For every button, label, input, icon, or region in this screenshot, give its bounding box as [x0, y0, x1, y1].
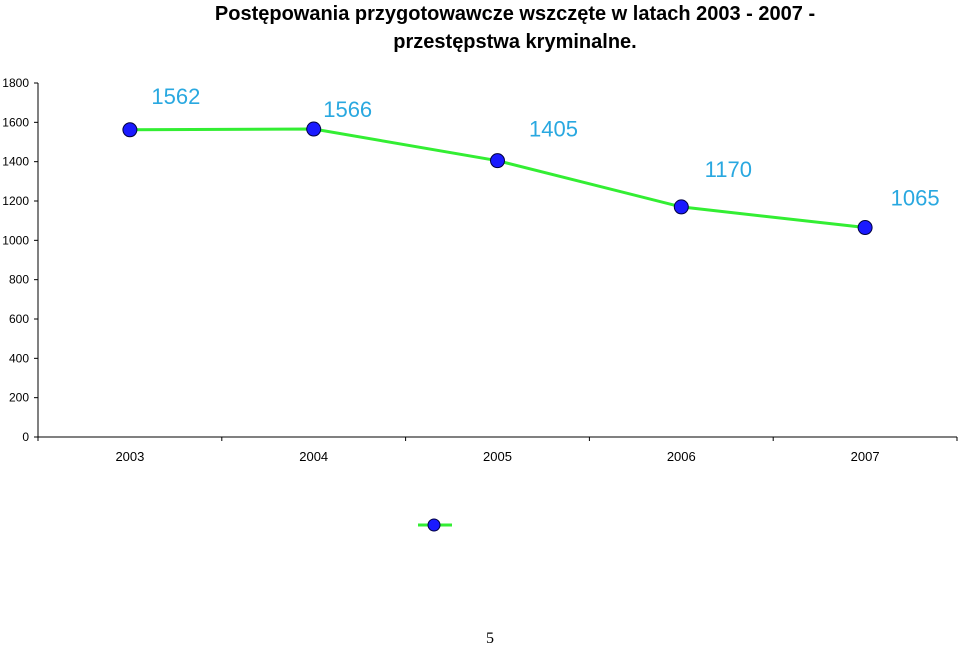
- page-number: 5: [486, 630, 494, 647]
- data-label: 1065: [891, 186, 940, 211]
- y-tick-label: 1400: [2, 155, 29, 169]
- y-tick-label: 0: [22, 430, 29, 444]
- data-point-marker: [857, 220, 873, 236]
- data-point-marker: [306, 121, 322, 137]
- y-tick-label: 1600: [2, 115, 29, 129]
- chart-title: Postępowania przygotowawcze wszczęte w l…: [90, 0, 940, 56]
- y-tick-label: 800: [9, 273, 29, 287]
- data-label: 1562: [151, 84, 200, 109]
- x-tick-label: 2003: [115, 449, 144, 464]
- x-tick-label: 2006: [667, 449, 696, 464]
- data-point-marker: [122, 122, 138, 138]
- y-tick-label: 600: [9, 312, 29, 326]
- x-tick-label: 2007: [851, 449, 880, 464]
- y-tick-label: 200: [9, 391, 29, 405]
- chart-title-line-1: Postępowania przygotowawcze wszczęte w l…: [214, 3, 816, 25]
- data-point-marker: [673, 199, 689, 215]
- data-label: 1566: [323, 97, 372, 122]
- y-tick-label: 1200: [2, 194, 29, 208]
- x-tick-label: 2005: [483, 449, 512, 464]
- legend-marker-swatch: [427, 518, 441, 532]
- data-point-marker: [490, 153, 505, 169]
- y-tick-label: 400: [9, 351, 29, 365]
- data-label: 1170: [705, 157, 752, 182]
- x-tick-label: 2004: [299, 449, 328, 464]
- series-line: [129, 127, 866, 230]
- chart-title-line-2: przestępstwa kryminalne.: [393, 31, 637, 53]
- data-label: 1405: [529, 117, 578, 142]
- y-tick-label: 1000: [2, 233, 29, 247]
- y-tick-label: 1800: [2, 76, 29, 90]
